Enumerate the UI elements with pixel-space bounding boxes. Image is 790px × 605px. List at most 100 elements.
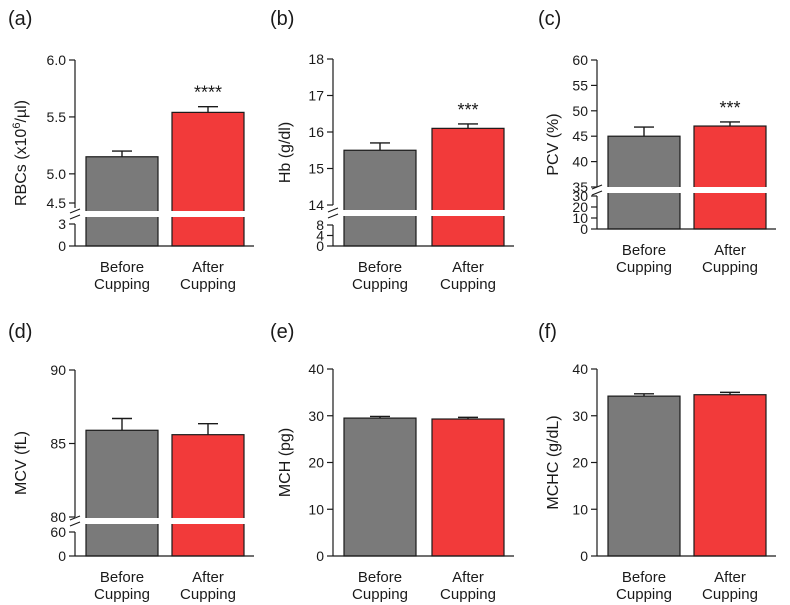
y-tick-label: 0 [580,221,588,237]
y-tick-label: 40 [572,361,588,377]
x-category-label: Before [622,242,666,259]
x-category-label: Cupping [180,586,236,603]
y-axis-label: MCV (fL) [13,431,30,495]
y-tick-label: 30 [572,408,588,424]
x-category-label: Cupping [94,276,150,293]
y-tick-label: 5.0 [47,166,67,182]
x-category-label: Cupping [440,276,496,293]
y-tick-label: 15 [308,161,324,177]
y-tick-label: 50 [572,103,588,119]
x-category-label: Cupping [352,586,408,603]
panel-label: (f) [538,321,557,343]
y-tick-label: 0 [316,548,324,564]
axis-break-mark [327,213,339,219]
x-category-label: After [452,259,484,276]
y-tick-label: 35 [572,179,588,195]
panel-e: (e)MCH (pg)010203040BeforeCuppingAfterCu… [270,321,514,603]
y-tick-label: 4 [316,228,324,244]
y-tick-label: 60 [572,52,588,68]
y-tick-label: 55 [572,77,588,93]
bar-after-cupping [693,125,767,230]
axis-break-mark [69,515,81,521]
axis-break-mark [327,207,339,213]
y-tick-label: 16 [308,124,324,140]
axis-break-mark [69,208,81,214]
x-category-label: After [452,569,484,586]
y-tick-label: 10 [572,501,588,517]
panel-f: (f)MCHC (g/dL)010203040BeforeCuppingAfte… [538,321,776,603]
axis-break-band [335,210,506,216]
x-category-label: Cupping [616,259,672,276]
y-tick-label: 30 [572,188,588,204]
bar-after-cupping [171,434,245,557]
y-tick-label: 40 [572,154,588,170]
y-axis-label: PCV (%) [545,113,562,175]
panel-d: (d)MCV (fL)060808590BeforeCuppingAfterCu… [8,321,254,603]
y-tick-label: 6.0 [47,52,67,68]
panel-c: (c)PCV (%)***0102030354045505560BeforeCu… [538,8,776,276]
x-category-label: Before [622,569,666,586]
panel-label: (e) [270,321,294,343]
y-tick-label: 17 [308,88,324,104]
y-tick-label: 20 [308,455,324,471]
y-tick-label: 20 [572,455,588,471]
x-category-label: Cupping [180,276,236,293]
axis-break-band [599,187,768,193]
x-category-label: Cupping [616,586,672,603]
x-category-label: Cupping [702,586,758,603]
y-tick-label: 0 [580,548,588,564]
y-axis-label: MCH (pg) [277,428,294,497]
y-tick-label: 10 [308,501,324,517]
x-category-label: After [714,569,746,586]
y-axis-label: Hb (g/dl) [277,122,294,183]
y-tick-label: 45 [572,128,588,144]
bar-before-cupping [343,417,417,557]
y-tick-label: 0 [58,548,66,564]
x-category-label: Before [358,259,402,276]
y-tick-label: 85 [50,436,66,452]
bar-after-cupping [431,418,505,557]
x-category-label: Cupping [440,586,496,603]
axis-break-band [77,518,246,524]
bar-before-cupping [607,395,681,557]
axis-break-mark [69,214,81,220]
axis-break-mark [591,190,603,196]
panel-label: (d) [8,321,32,343]
y-tick-label: 4.5 [47,195,67,211]
y-tick-label: 60 [50,524,66,540]
panel-a: (a) RBCs (x106/µl) **** 0 3 4.5 5.0 5.5 6.0 Befor… [8,8,254,293]
bar-after-cupping [171,111,245,247]
y-tick-label: 14 [308,197,324,213]
y-tick-label: 10 [572,210,588,226]
y-tick-label: 18 [308,51,324,67]
bar-before-cupping [607,135,681,230]
x-category-label: After [192,259,224,276]
panel-b: (b)Hb (g/dl)***0481415161718BeforeCuppin… [270,8,514,293]
x-category-label: Cupping [702,259,758,276]
x-category-label: After [714,242,746,259]
y-axis-label: RBCs (x106/µl) [11,100,30,206]
y-tick-label: 0 [316,238,324,254]
x-category-label: Cupping [94,586,150,603]
y-tick-label: 40 [308,361,324,377]
bar-after-cupping [693,394,767,557]
y-tick-label: 90 [50,362,66,378]
bar-before-cupping [85,156,159,247]
panel-label: (a) [8,8,32,30]
bar-before-cupping [85,429,159,557]
panel-label: (c) [538,8,561,30]
x-category-label: Before [358,569,402,586]
panel-label: (b) [270,8,294,30]
x-category-label: After [192,569,224,586]
bar-after-cupping [431,127,505,247]
axis-break-band [77,211,246,217]
y-tick-label: 0 [58,238,66,254]
y-axis-label: MCHC (g/dL) [545,415,562,509]
x-category-label: Cupping [352,276,408,293]
axis-break-mark [69,521,81,527]
y-tick-label: 5.5 [47,109,67,125]
bar-before-cupping [343,149,417,247]
significance-marker: *** [457,100,478,120]
x-category-label: Before [100,569,144,586]
